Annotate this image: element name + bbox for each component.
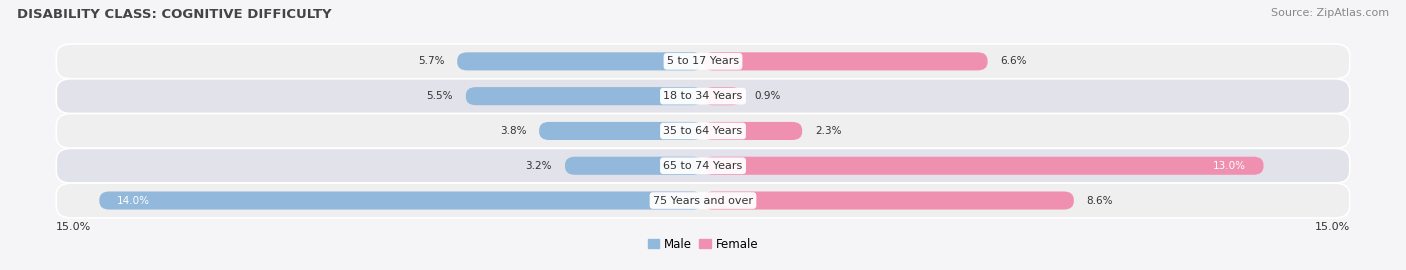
- FancyBboxPatch shape: [703, 52, 987, 70]
- Text: 15.0%: 15.0%: [1315, 222, 1350, 232]
- Text: 15.0%: 15.0%: [56, 222, 91, 232]
- Text: 18 to 34 Years: 18 to 34 Years: [664, 91, 742, 101]
- Text: 5.5%: 5.5%: [426, 91, 453, 101]
- Text: 3.8%: 3.8%: [499, 126, 526, 136]
- Legend: Male, Female: Male, Female: [643, 233, 763, 255]
- FancyBboxPatch shape: [100, 191, 703, 210]
- FancyBboxPatch shape: [703, 87, 742, 105]
- FancyBboxPatch shape: [56, 183, 1350, 218]
- FancyBboxPatch shape: [465, 87, 703, 105]
- FancyBboxPatch shape: [56, 79, 1350, 114]
- Text: DISABILITY CLASS: COGNITIVE DIFFICULTY: DISABILITY CLASS: COGNITIVE DIFFICULTY: [17, 8, 332, 21]
- FancyBboxPatch shape: [56, 44, 1350, 79]
- FancyBboxPatch shape: [703, 191, 1074, 210]
- Text: 0.9%: 0.9%: [755, 91, 782, 101]
- Text: 3.2%: 3.2%: [526, 161, 553, 171]
- Text: 35 to 64 Years: 35 to 64 Years: [664, 126, 742, 136]
- FancyBboxPatch shape: [565, 157, 703, 175]
- Text: 5.7%: 5.7%: [418, 56, 444, 66]
- FancyBboxPatch shape: [56, 114, 1350, 148]
- Text: 6.6%: 6.6%: [1001, 56, 1026, 66]
- FancyBboxPatch shape: [56, 148, 1350, 183]
- Text: 14.0%: 14.0%: [117, 195, 149, 205]
- Text: 65 to 74 Years: 65 to 74 Years: [664, 161, 742, 171]
- FancyBboxPatch shape: [457, 52, 703, 70]
- Text: 13.0%: 13.0%: [1213, 161, 1246, 171]
- FancyBboxPatch shape: [538, 122, 703, 140]
- Text: Source: ZipAtlas.com: Source: ZipAtlas.com: [1271, 8, 1389, 18]
- FancyBboxPatch shape: [703, 122, 803, 140]
- FancyBboxPatch shape: [703, 157, 1264, 175]
- Text: 5 to 17 Years: 5 to 17 Years: [666, 56, 740, 66]
- Text: 75 Years and over: 75 Years and over: [652, 195, 754, 205]
- Text: 2.3%: 2.3%: [815, 126, 842, 136]
- Text: 8.6%: 8.6%: [1087, 195, 1114, 205]
